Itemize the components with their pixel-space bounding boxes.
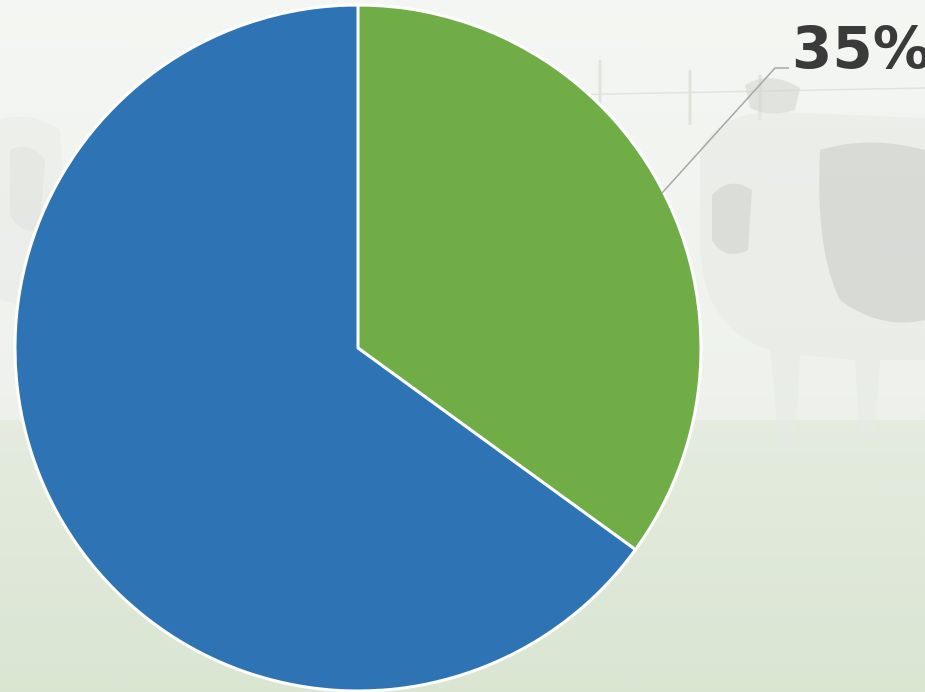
pie-slices: [13, 3, 703, 692]
pie-labels: 35%: [661, 14, 925, 194]
pie-label-leader-line-0: [661, 67, 789, 194]
pie-slice-label-0: 35%: [792, 14, 925, 82]
pie-slice-1: [13, 3, 637, 692]
cow-silhouette-icon: [700, 78, 925, 451]
